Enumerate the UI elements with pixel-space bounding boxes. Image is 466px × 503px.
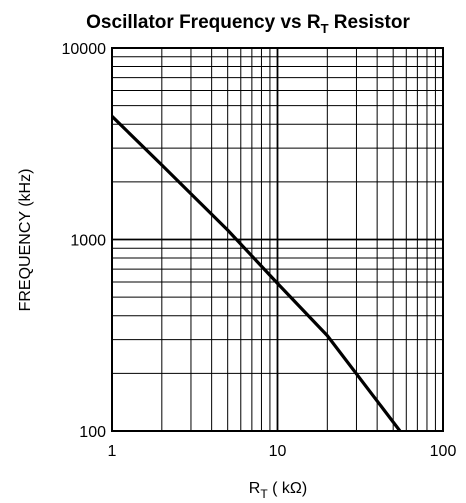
x-tick-label: 10 [269, 443, 287, 460]
chart-title: Oscillator Frequency vs RT Resistor [86, 12, 410, 36]
x-tick-labels: 1 10 100 [108, 443, 457, 460]
series-group [110, 115, 402, 432]
y-axis-label: FREQUENCY (kHz) [17, 169, 34, 312]
x-axis-label-main: R [249, 480, 261, 497]
series-line [110, 115, 402, 432]
x-axis-label-subscript: T [260, 487, 268, 501]
chart-title-suffix: Resistor [329, 12, 411, 33]
x-axis-label: RT ( kΩ) [249, 480, 307, 501]
x-tick-label: 1 [108, 443, 117, 460]
chart-title-subscript: T [321, 21, 329, 36]
chart-title-main: Oscillator Frequency vs R [86, 12, 321, 33]
x-tick-label: 100 [430, 443, 457, 460]
y-tick-label: 1000 [70, 233, 106, 250]
plot-frame [111, 47, 444, 432]
grid-major [112, 48, 443, 431]
y-tick-label: 100 [79, 424, 106, 441]
y-tick-labels: 100 1000 10000 [62, 41, 107, 441]
x-axis-label-suffix: ( kΩ) [268, 480, 308, 497]
y-tick-label: 10000 [62, 41, 107, 58]
